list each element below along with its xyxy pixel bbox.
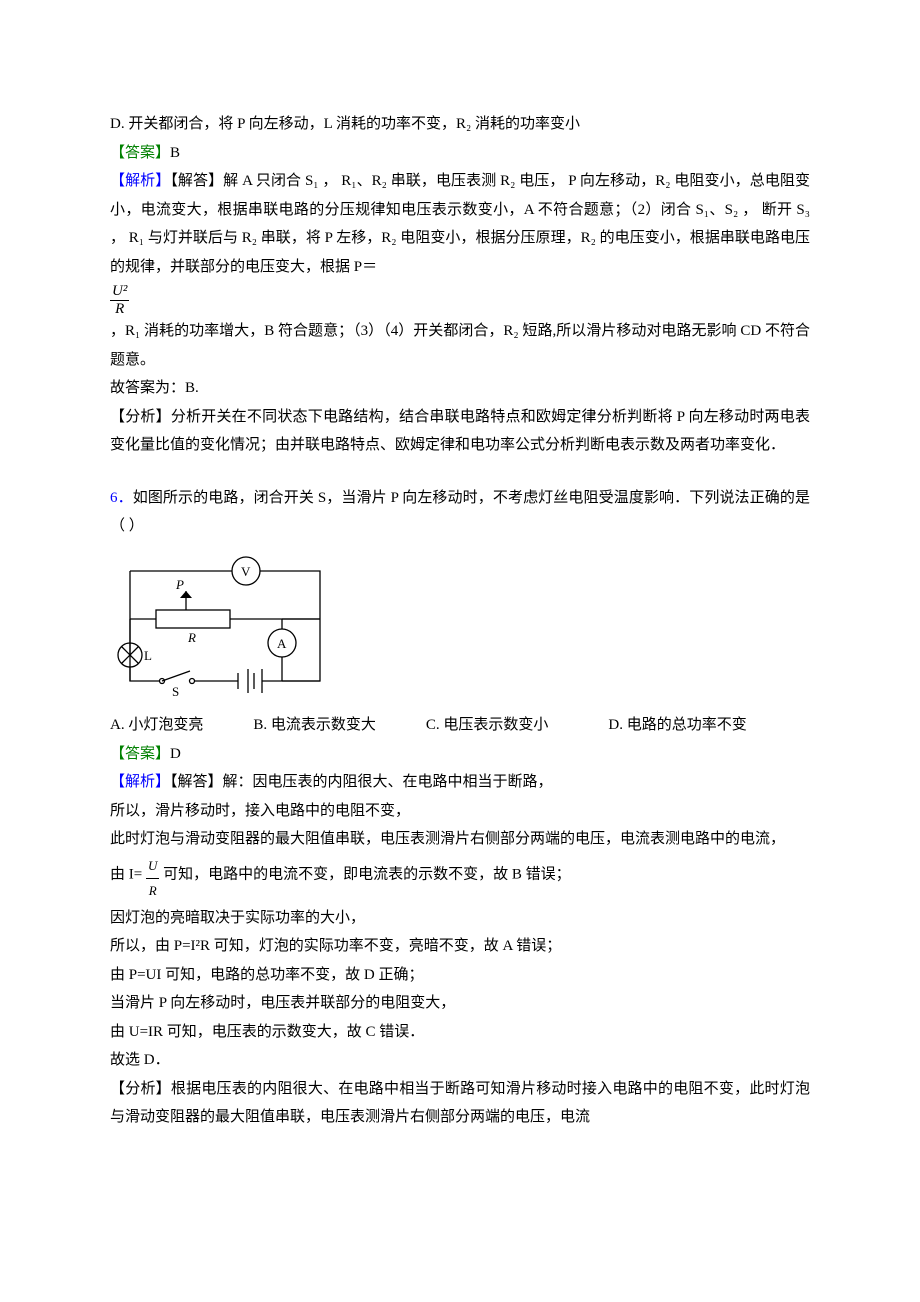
q5-option-d: D. 开关都闭合，将 P 向左移动，L 消耗的功率不变，R₂ 消耗的功率变小 — [110, 110, 810, 139]
text-post: 可知，电路中的电流不变，即电流表的示数不变，故 B 错误； — [159, 866, 570, 882]
fraction-icon: U² R — [110, 283, 129, 317]
explain-label: 【解答】 — [170, 774, 223, 790]
text: 所以，滑片移动时，接入电路中的电阻不变， — [110, 803, 410, 819]
answer-value: D — [170, 746, 181, 762]
choice-d: D. 电路的总功率不变 — [608, 717, 746, 733]
answer-value: B — [170, 145, 180, 161]
ammeter-label: A — [277, 636, 287, 651]
q6-exp-l10: 故选 D． — [110, 1046, 810, 1075]
choice-a: A. 小灯泡变亮 — [110, 717, 203, 733]
q5-explain-p2: ，R₁ 消耗的功率增大，B 符合题意；（3）（4）开关都闭合，R₂ 短路,所以滑… — [110, 317, 810, 374]
text: 此时灯泡与滑动变阻器的最大阻值串联，电压表测滑片右侧部分两端的电压，电流表测电路… — [110, 831, 785, 847]
fraction-icon: UR — [146, 854, 159, 904]
text: 由 U=IR 可知，电压表的示数变大，故 C 错误． — [110, 1024, 424, 1040]
q6-exp-l4: 由 I= UR 可知，电路中的电流不变，即电流表的示数不变，故 B 错误； — [110, 854, 810, 904]
circuit-svg-icon: V A P R L S — [110, 547, 340, 697]
analysis2-label: 【分析】 — [110, 1081, 171, 1097]
q6-stem: 6．如图所示的电路，闭合开关 S，当滑片 P 向左移动时，不考虑灯丝电阻受温度影… — [110, 484, 810, 541]
q6-exp-l3: 此时灯泡与滑动变阻器的最大阻值串联，电压表测滑片右侧部分两端的电压，电流表测电路… — [110, 825, 810, 854]
q5-analysis2: 【分析】分析开关在不同状态下电路结构，结合串联电路特点和欧姆定律分析判断将 P … — [110, 403, 810, 460]
q6-circuit-diagram: V A P R L S — [110, 547, 810, 708]
q6-exp-l7: 由 P=UI 可知，电路的总功率不变，故 D 正确； — [110, 961, 810, 990]
resistor-label: R — [187, 630, 196, 645]
q5-answer-line: 【答案】B — [110, 139, 810, 168]
q5-explain-p1: 【解析】【解答】解 A 只闭合 S₁ ， R₁、R₂ 串联，电压表测 R₂ 电压… — [110, 167, 810, 281]
analysis-label: 【解析】 — [110, 774, 170, 790]
q5-fraction: U² R — [110, 283, 810, 317]
text: D. 开关都闭合，将 P 向左移动，L 消耗的功率不变，R₂ 消耗的功率变小 — [110, 116, 580, 132]
q6-exp-l9: 由 U=IR 可知，电压表的示数变大，故 C 错误． — [110, 1018, 810, 1047]
q6-exp-l5: 因灯泡的亮暗取决于实际功率的大小， — [110, 904, 810, 933]
question-number: 6． — [110, 490, 133, 506]
text: 故答案为：B. — [110, 380, 199, 396]
frac-den: R — [110, 301, 129, 318]
answer-label: 【答案】 — [110, 746, 170, 762]
q6-answer-line: 【答案】D — [110, 740, 810, 769]
analysis2-text: 分析开关在不同状态下电路结构，结合串联电路特点和欧姆定律分析判断将 P 向左移动… — [110, 409, 810, 454]
text: ，R₁ 消耗的功率增大，B 符合题意；（3）（4）开关都闭合，R₂ 短路,所以滑… — [110, 323, 810, 368]
slider-label: P — [175, 577, 184, 592]
explain-label: 【解答】 — [170, 173, 223, 189]
page: D. 开关都闭合，将 P 向左移动，L 消耗的功率不变，R₂ 消耗的功率变小 【… — [0, 0, 920, 1302]
q6-exp-l6: 所以，由 P=I²R 可知，灯泡的实际功率不变，亮暗不变，故 A 错误； — [110, 932, 810, 961]
text: 解：因电压表的内阻很大、在电路中相当于断路， — [223, 774, 553, 790]
text: 由 P=UI 可知，电路的总功率不变，故 D 正确； — [110, 967, 423, 983]
text: 当滑片 P 向左移动时，电压表并联部分的电阻变大， — [110, 995, 455, 1011]
q6-choices: A. 小灯泡变亮 B. 电流表示数变大 C. 电压表示数变小 D. 电路的总功率不变 — [110, 711, 810, 740]
frac-den: R — [146, 879, 159, 904]
switch-label: S — [172, 684, 179, 697]
analysis2-text: 根据电压表的内阻很大、在电路中相当于断路可知滑片移动时接入电路中的电阻不变，此时… — [110, 1081, 810, 1126]
fraction-inline: UR — [146, 870, 159, 886]
q6-exp-l8: 当滑片 P 向左移动时，电压表并联部分的电阻变大， — [110, 989, 810, 1018]
q6-analysis2: 【分析】根据电压表的内阻很大、在电路中相当于断路可知滑片移动时接入电路中的电阻不… — [110, 1075, 810, 1132]
frac-num: U — [146, 854, 159, 880]
analysis-label: 【解析】 — [110, 173, 170, 189]
q6-exp-l1: 【解析】【解答】解：因电压表的内阻很大、在电路中相当于断路， — [110, 768, 810, 797]
q6-exp-l2: 所以，滑片移动时，接入电路中的电阻不变， — [110, 797, 810, 826]
analysis2-label: 【分析】 — [110, 409, 171, 425]
text: 所以，由 P=I²R 可知，灯泡的实际功率不变，亮暗不变，故 A 错误； — [110, 938, 561, 954]
lamp-label: L — [144, 648, 152, 663]
q5-so-answer: 故答案为：B. — [110, 374, 810, 403]
voltmeter-label: V — [241, 564, 251, 579]
answer-label: 【答案】 — [110, 145, 170, 161]
text: 故选 D． — [110, 1052, 170, 1068]
text: 因灯泡的亮暗取决于实际功率的大小， — [110, 910, 365, 926]
stem-text: 如图所示的电路，闭合开关 S，当滑片 P 向左移动时，不考虑灯丝电阻受温度影响．… — [110, 490, 810, 535]
text-pre: 由 I= — [110, 866, 146, 882]
spacer — [110, 460, 810, 484]
choice-c: C. 电压表示数变小 — [426, 717, 549, 733]
frac-num: U² — [110, 283, 129, 301]
choice-b: B. 电流表示数变大 — [253, 717, 376, 733]
